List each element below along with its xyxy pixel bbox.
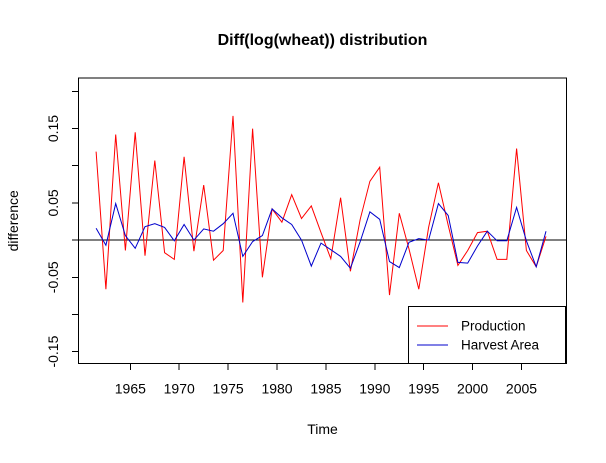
- y-tick-label: -0.05: [45, 261, 61, 293]
- x-tick-label: 1985: [310, 381, 341, 397]
- x-tick-label: 1980: [261, 381, 292, 397]
- legend-production-label: Production: [461, 319, 526, 334]
- x-tick-label: 2000: [457, 381, 488, 397]
- y-tick-label: 0.05: [45, 189, 61, 216]
- y-axis-ticks: -0.15 -0.05 0.05 0.15: [45, 90, 79, 368]
- data-series: [95, 115, 547, 303]
- series-line-harvest-area: [95, 201, 547, 270]
- x-axis-label: Time: [307, 421, 338, 437]
- y-tick-label: -0.15: [45, 335, 61, 367]
- x-tick-label: 1990: [359, 381, 390, 397]
- plot-box: [78, 77, 567, 364]
- chart-title: Diff(log(wheat)) distribution: [218, 32, 428, 49]
- x-tick-label: 1995: [408, 381, 439, 397]
- legend-box: [408, 306, 566, 364]
- x-tick-label: 2005: [506, 381, 537, 397]
- series-line-production: [95, 115, 547, 303]
- y-tick-label: 0.15: [45, 115, 61, 142]
- x-axis-ticks: 1965 1970 1975 1980 1985 1990 1995 2000 2005: [115, 363, 537, 397]
- legend-harvest-area-label: Harvest Area: [461, 338, 540, 353]
- x-tick-label: 1965: [115, 381, 146, 397]
- legend: Production Harvest Area: [408, 306, 566, 364]
- x-tick-label: 1975: [213, 381, 244, 397]
- y-axis-label: difference: [5, 190, 21, 251]
- x-tick-label: 1970: [164, 381, 195, 397]
